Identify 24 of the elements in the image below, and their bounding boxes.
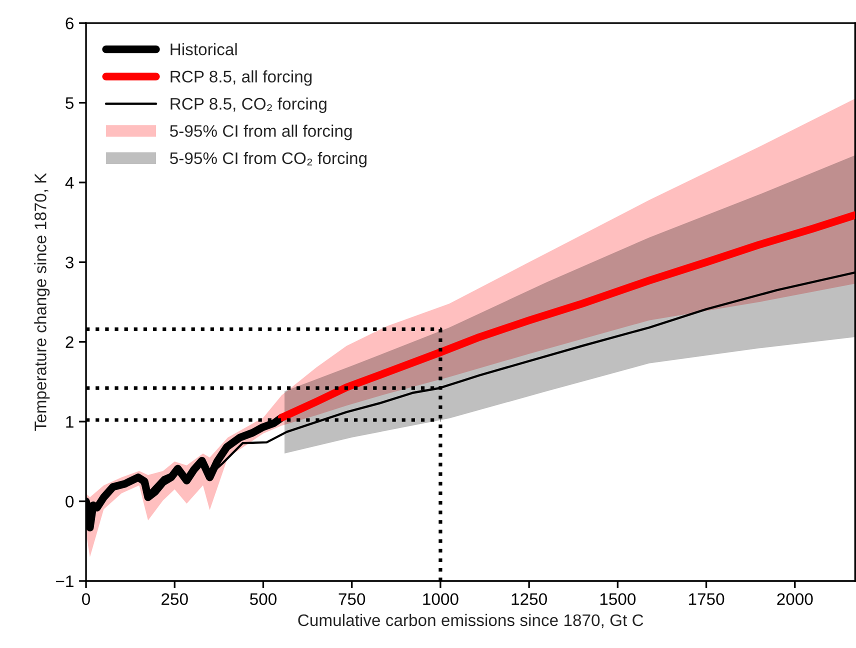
- y-tick-label: −1: [56, 576, 74, 588]
- x-tick-label: 1750: [689, 593, 724, 606]
- y-tick-label: 1: [66, 416, 74, 428]
- x-tick-label: 1000: [423, 593, 458, 606]
- x-tick-label: 0: [82, 593, 90, 606]
- y-tick-label: 4: [65, 177, 74, 189]
- x-tick-label: 250: [162, 593, 188, 606]
- x-axis-title: Cumulative carbon emissions since 1870, Gt C: [298, 614, 644, 628]
- x-tick-label: 750: [338, 593, 366, 606]
- x-tick-label: 1500: [600, 593, 636, 606]
- legend-label: RCP 8.5, all forcing: [170, 70, 312, 86]
- legend-label: Historical: [170, 43, 237, 56]
- y-tick-label: 3: [66, 256, 74, 268]
- legend-label: 5-95% CI from all forcing: [170, 124, 352, 140]
- x-tick-label: 1250: [512, 593, 547, 606]
- y-tick-label: 0: [66, 496, 74, 508]
- legend-label: RCP 8.5, CO₂ forcing: [170, 97, 326, 114]
- y-tick-label: 5: [66, 97, 74, 109]
- y-tick-label: 6: [66, 17, 74, 30]
- y-tick-label: 2: [66, 336, 74, 348]
- legend-label: 5-95% CI from CO₂ forcing: [170, 152, 366, 168]
- y-axis-title: Temperature change since 1870, K: [34, 172, 50, 431]
- x-tick-label: 500: [250, 593, 276, 606]
- x-tick-label: 2000: [777, 593, 813, 606]
